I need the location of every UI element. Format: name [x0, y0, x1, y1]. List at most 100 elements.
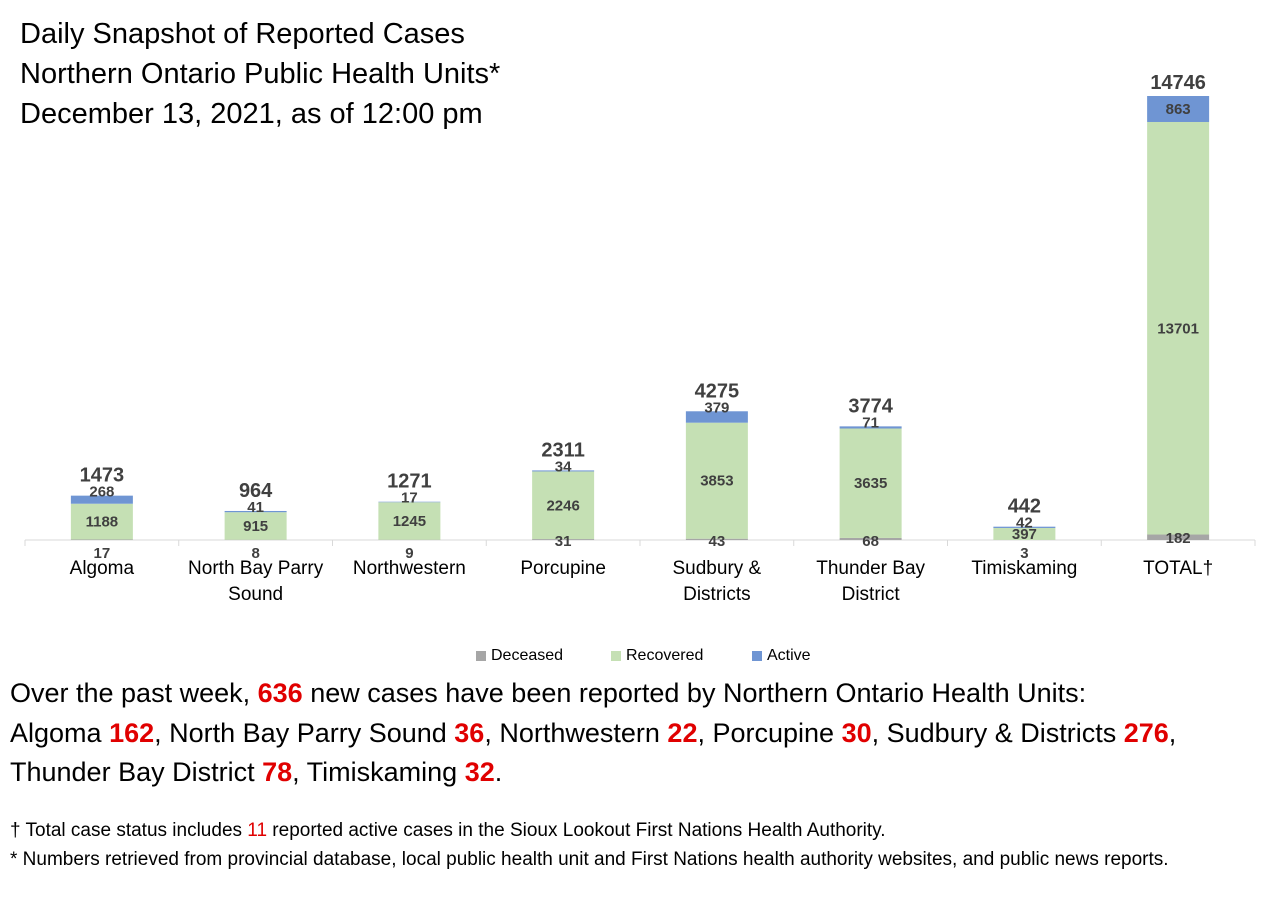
chart-title: Daily Snapshot of Reported Cases Norther… [20, 14, 500, 134]
data-label-recovered: 915 [243, 518, 268, 535]
data-label-recovered: 2246 [546, 497, 579, 514]
footnote-dagger-after: reported active cases in the Sioux Looko… [267, 820, 886, 841]
summary-item-value: 276 [1123, 717, 1169, 748]
footnote-dagger: † Total case status includes 11 reported… [10, 816, 1270, 845]
footnotes: † Total case status includes 11 reported… [10, 816, 1270, 874]
data-label-recovered: 397 [1012, 526, 1037, 543]
data-label-total: 1473 [80, 465, 125, 487]
summary-total-new: 636 [257, 678, 303, 708]
data-label-active: 42 [1016, 515, 1033, 532]
summary-item-sep: . [494, 757, 503, 787]
summary-item-sep: , [484, 717, 500, 748]
category-label: TOTAL† [1143, 558, 1213, 579]
legend-swatch-active [752, 651, 762, 661]
category-label: Algoma [70, 558, 135, 579]
summary-item-value: 32 [464, 757, 495, 787]
bar-recovered [839, 428, 902, 538]
summary-item-name: Algoma [10, 717, 110, 748]
legend-item-recovered: Recovered [611, 647, 703, 665]
data-label-total: 1271 [387, 471, 432, 493]
data-label-deceased: 17 [94, 545, 111, 562]
summary-line-1: Over the past week, 636 new cases have b… [10, 674, 1275, 714]
bar-active [532, 470, 595, 472]
legend-label-recovered: Recovered [626, 647, 704, 664]
data-label-active: 17 [401, 490, 418, 507]
legend-item-deceased: Deceased [476, 647, 563, 665]
category-label: District [842, 584, 901, 605]
data-label-recovered: 1245 [393, 513, 426, 530]
summary-item-value: 78 [262, 757, 293, 787]
footnote-dagger-before: † Total case status includes [10, 820, 248, 841]
footnote-star: * Numbers retrieved from provincial data… [10, 849, 1169, 870]
category-label: Sound [228, 584, 283, 605]
data-label-deceased: 182 [1166, 530, 1191, 547]
summary-intro-after: new cases have been reported by Northern… [302, 678, 1087, 708]
summary-item-name: Timiskaming [306, 757, 465, 787]
summary-item-sep: , [154, 717, 170, 748]
data-label-active: 863 [1166, 101, 1191, 118]
bar-deceased [70, 539, 133, 540]
summary-item-value: 30 [841, 717, 872, 748]
bar-recovered [1147, 121, 1210, 535]
data-label-deceased: 8 [251, 545, 259, 562]
summary-item-sep: , [697, 717, 713, 748]
data-label-recovered: 13701 [1157, 320, 1199, 337]
title-line-1: Daily Snapshot of Reported Cases [20, 18, 465, 50]
category-label: Districts [683, 584, 751, 605]
bar-deceased [685, 538, 748, 540]
summary-item-name: Porcupine [712, 717, 842, 748]
bar-recovered [685, 422, 748, 539]
bar-active [224, 510, 287, 513]
data-label-recovered: 3635 [854, 475, 887, 492]
data-label-total: 442 [1008, 496, 1041, 518]
footnote-dagger-value: 11 [247, 820, 268, 841]
data-label-total: 3774 [848, 395, 893, 417]
summary-item-value: 162 [109, 717, 155, 748]
data-label-active: 34 [555, 458, 572, 475]
data-label-active: 71 [862, 414, 879, 431]
data-label-deceased: 68 [862, 533, 879, 550]
summary-item-sep: , [1168, 717, 1177, 748]
title-line-2: Northern Ontario Public Health Units* [20, 58, 501, 90]
bar-recovered [224, 512, 287, 540]
bar-active [1147, 96, 1210, 122]
legend-swatch-recovered [611, 651, 621, 661]
data-label-total: 2311 [541, 439, 584, 461]
data-label-deceased: 31 [555, 533, 572, 550]
summary-line-3: Thunder Bay District 78, Timiskaming 32. [10, 753, 1275, 793]
data-label-deceased: 3 [1020, 545, 1028, 562]
bar-active [685, 411, 748, 423]
summary-item-sep: , [292, 757, 307, 787]
category-label: Porcupine [520, 558, 606, 579]
bar-deceased [1147, 534, 1210, 540]
data-label-recovered: 1188 [86, 514, 119, 531]
bar-deceased [839, 537, 902, 540]
bar-deceased [532, 539, 595, 540]
data-label-total: 964 [239, 480, 273, 502]
data-label-active: 41 [247, 499, 264, 516]
bar-active [70, 495, 133, 504]
data-label-total: 14746 [1150, 72, 1206, 94]
data-label-deceased: 9 [405, 545, 413, 562]
summary-item-name: Northwestern [499, 717, 668, 748]
category-label: Sudbury & [673, 558, 762, 579]
summary-intro: Over the past week, [10, 678, 258, 708]
bar-recovered [70, 503, 133, 540]
summary-item-sep: , [871, 717, 887, 748]
bar-recovered [378, 502, 441, 540]
category-label: Timiskaming [971, 558, 1077, 579]
summary-line-2: Algoma 162, North Bay Parry Sound 36, No… [10, 714, 1275, 754]
category-label: Northwestern [353, 558, 466, 579]
summary-item-name: Thunder Bay District [10, 757, 263, 787]
data-label-active: 268 [89, 484, 114, 501]
summary-item-value: 22 [667, 717, 698, 748]
bar-active [993, 526, 1056, 528]
summary-item-value: 36 [454, 717, 485, 748]
title-line-3: December 13, 2021, as of 12:00 pm [20, 98, 483, 130]
summary-item-name: Sudbury & Districts [886, 717, 1124, 748]
legend-item-active: Active [752, 647, 811, 665]
legend-swatch-deceased [476, 651, 486, 661]
bar-active [839, 426, 902, 429]
bar-recovered [993, 527, 1056, 540]
